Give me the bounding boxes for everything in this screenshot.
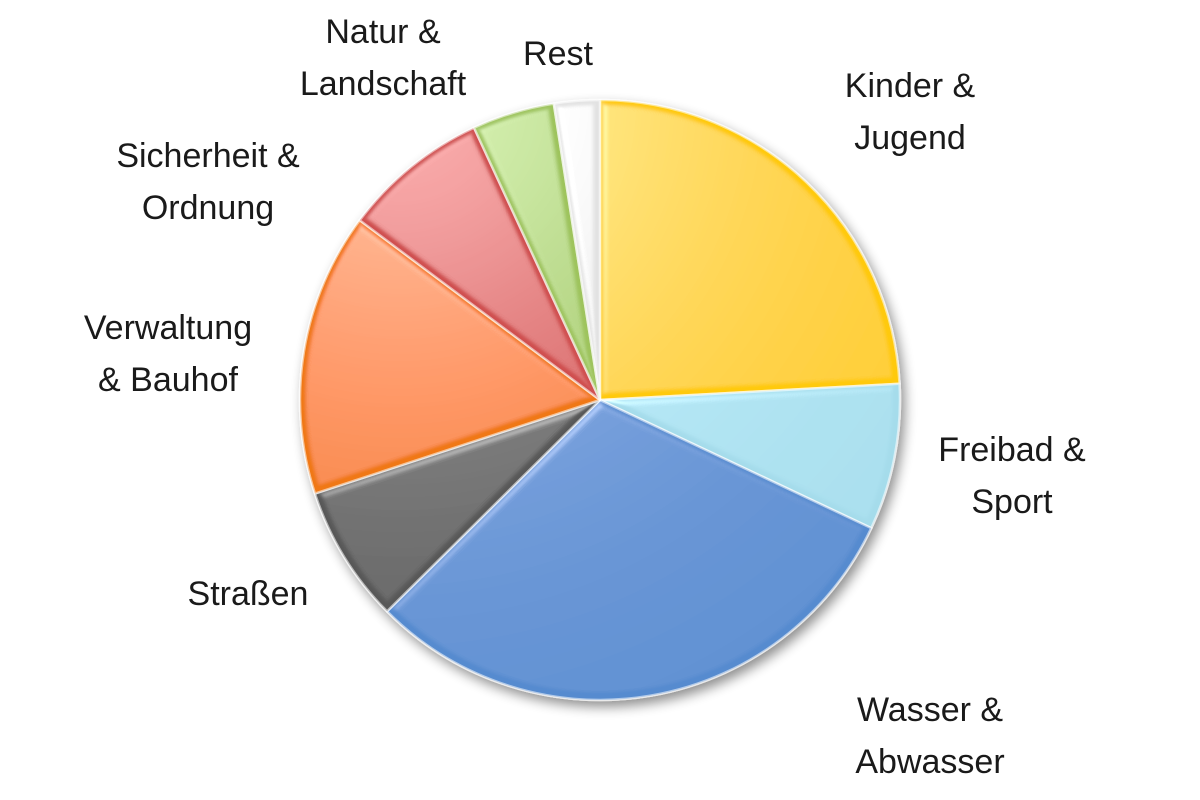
pie-label-line: Kinder & — [845, 67, 976, 105]
pie-label-line: Natur & — [325, 13, 441, 51]
pie-label-line: Abwasser — [855, 743, 1004, 781]
pie-label-6: Sicherheit & Ordnung — [116, 137, 300, 227]
pie-slices — [298, 98, 902, 702]
pie-label-line: Straßen — [188, 575, 309, 613]
pie-label-3: Wasser & Abwasser — [855, 691, 1004, 781]
pie-slice-4 — [313, 398, 602, 613]
pie-slice-3 — [385, 398, 873, 702]
pie-label-1: Kinder & Jugend — [845, 67, 976, 157]
pie-label-line: Rest — [523, 35, 593, 73]
pie-slice-2 — [598, 382, 902, 530]
pie-label-line: Ordnung — [142, 189, 274, 227]
pie-label-line: Freibad & — [938, 431, 1086, 469]
pie-slice-1 — [598, 98, 901, 402]
pie-label-5: Verwaltung & Bauhof — [84, 309, 252, 399]
pie-label-4: Straßen — [188, 575, 309, 613]
pie-label-2: Freibad & Sport — [938, 431, 1086, 521]
pie-label-line: Verwaltung — [84, 309, 252, 347]
pie-slice-6 — [358, 126, 602, 402]
pie-label-line: Wasser & — [857, 691, 1003, 729]
pie-labels: Kinder & Jugend Freibad & Sport Wasser & Abwa… — [84, 13, 1086, 781]
pie-label-line: Sport — [971, 483, 1053, 521]
pie-slice-5 — [298, 219, 602, 495]
pie-label-7: Natur & Landschaft — [300, 13, 467, 103]
pie-label-line: Sicherheit & — [116, 137, 300, 175]
pie-label-line: Jugend — [854, 119, 966, 157]
pie-label-line: & Bauhof — [98, 361, 238, 399]
pie-slice-8 — [552, 98, 602, 402]
pie-label-line: Landschaft — [300, 65, 467, 103]
pie-label-8: Rest — [523, 35, 593, 73]
